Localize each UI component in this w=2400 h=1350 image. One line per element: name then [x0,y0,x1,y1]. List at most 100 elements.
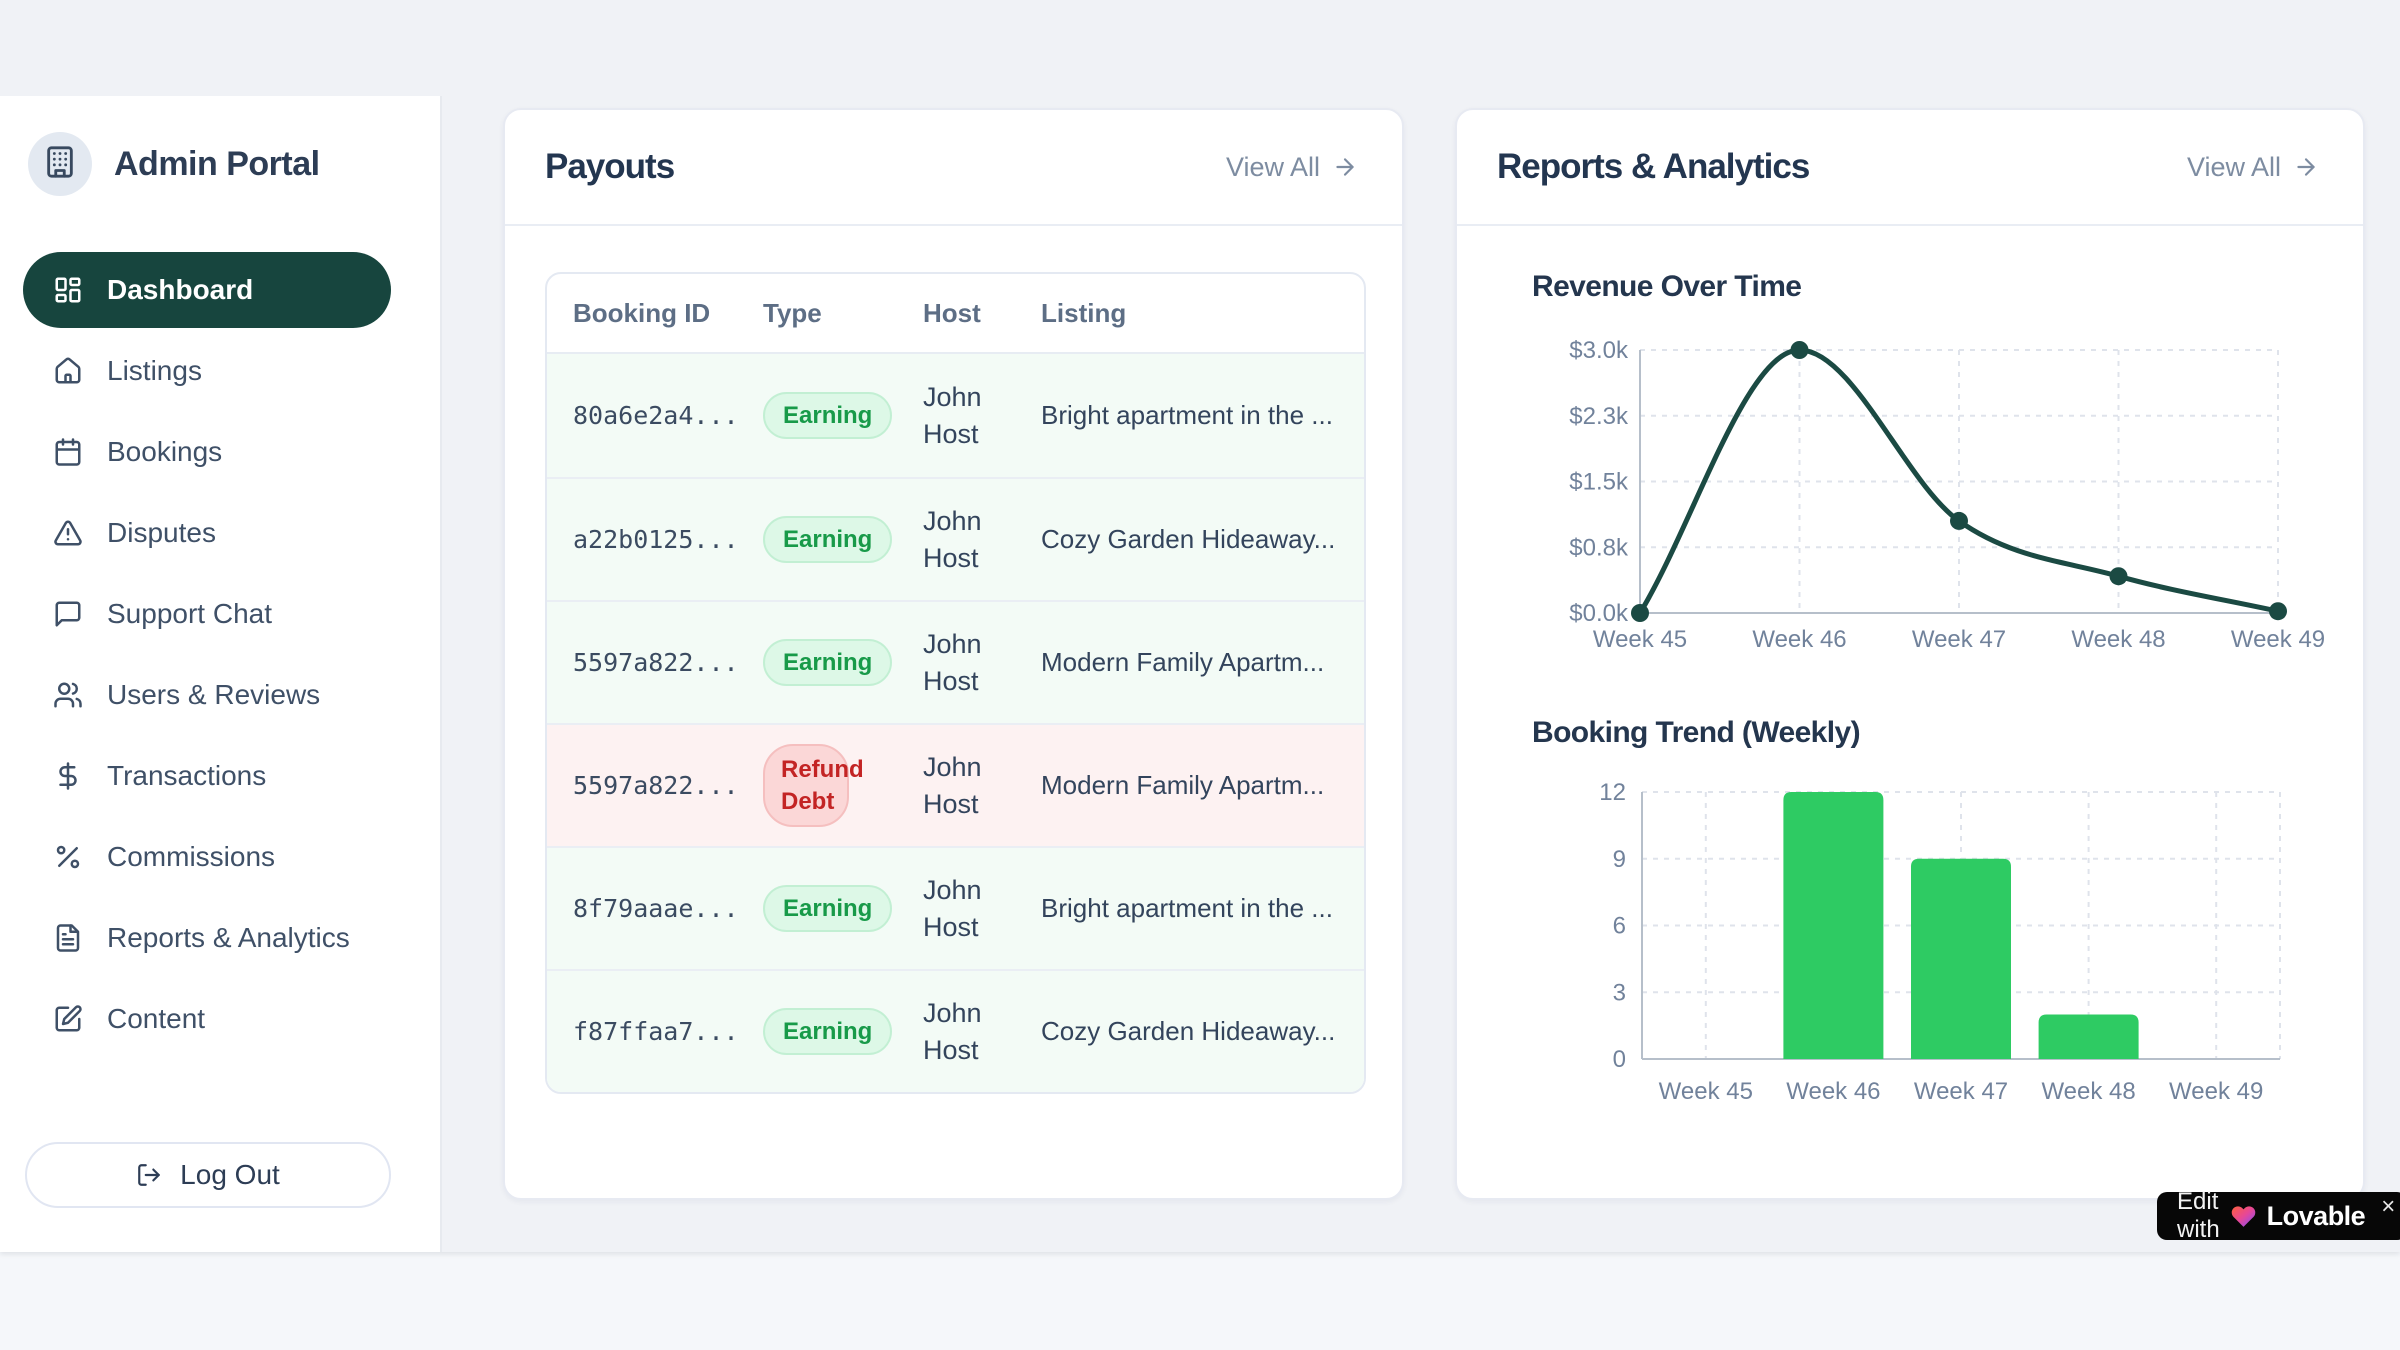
table-row[interactable]: f87ffaa7... Earning John Host Cozy Garden H… [547,969,1364,1092]
reports-title: Reports & Analytics [1497,147,1810,186]
sidebar-item-disputes[interactable]: Disputes [23,495,391,571]
listing-cell: Modern Family Apartm... [1041,770,1325,800]
sidebar: Admin Portal Dashboard Listings Bookings Di… [0,96,442,1252]
svg-text:$0.8k: $0.8k [1569,534,1629,561]
listing-cell: Modern Family Apartm... [1041,647,1325,677]
svg-text:Week 45: Week 45 [1659,1078,1753,1105]
booking-id-cell: f87ffaa7... [573,1017,739,1046]
revenue-chart-title: Revenue Over Time [1532,270,1802,303]
table-row[interactable]: 80a6e2a4... Earning John Host Bright apartm… [547,354,1364,477]
host-cell: John Host [923,506,982,573]
listing-cell: Bright apartment in the ... [1041,400,1333,430]
col-host: Host [923,297,981,328]
chat-icon [53,599,83,629]
sidebar-item-label: Reports & Analytics [107,922,350,953]
app-title: Admin Portal [114,144,320,183]
sidebar-item-bookings[interactable]: Bookings [23,414,391,490]
type-cell: Earning [763,638,923,687]
col-type: Type [763,297,822,328]
listing-cell: Bright apartment in the ... [1041,893,1333,923]
sidebar-item-label: Users & Reviews [107,679,321,710]
booking-id-cell: a22b0125... [573,525,739,554]
host-cell: John Host [923,382,982,449]
percent-icon [53,842,83,872]
svg-text:$3.0k: $3.0k [1569,337,1629,364]
svg-text:Week 49: Week 49 [2231,626,2325,653]
svg-text:$1.5k: $1.5k [1569,469,1629,496]
calendar-icon [53,437,83,467]
booking-id-cell: 5597a822... [573,648,739,677]
sidebar-item-label: Bookings [107,436,223,467]
file-edit-icon [53,1004,83,1034]
col-listing: Listing [1041,297,1127,328]
sidebar-item-label: Disputes [107,517,216,548]
sidebar-item-listings[interactable]: Listings [23,333,391,409]
svg-text:Week 46: Week 46 [1752,626,1846,653]
payouts-table: Booking ID Type Host Listing 80a6e2a4...… [545,272,1366,1094]
lovable-badge[interactable]: Edit with Lovable × [2157,1188,2400,1243]
type-cell: Earning [763,391,923,440]
reports-view-all-link[interactable]: View All [2187,152,2319,183]
sidebar-item-commissions[interactable]: Commissions [23,819,391,895]
payouts-header: Payouts View All [505,110,1402,226]
arrow-right-icon [2293,154,2319,180]
svg-text:$2.3k: $2.3k [1569,403,1629,430]
svg-text:Week 49: Week 49 [2169,1078,2263,1105]
sidebar-item-label: Commissions [107,841,276,872]
table-body: 80a6e2a4... Earning John Host Bright apartm… [547,354,1364,1092]
host-cell: John Host [923,875,982,942]
dollar-icon [53,761,83,791]
svg-text:9: 9 [1613,846,1626,873]
users-icon [53,680,83,710]
svg-text:Week 48: Week 48 [2071,626,2165,653]
alert-triangle-icon [53,518,83,548]
close-icon[interactable]: × [2381,1193,2396,1220]
booking-id-cell: 80a6e2a4... [573,401,739,430]
table-header-row: Booking ID Type Host Listing [547,274,1364,354]
col-booking-id: Booking ID [573,297,711,328]
payouts-title: Payouts [545,147,675,186]
arrow-right-icon [1332,154,1358,180]
status-badge: Earning [763,1007,893,1056]
table-row[interactable]: 8f79aaae... Earning John Host Bright apartm… [547,846,1364,969]
sidebar-item-label: Dashboard [107,274,254,305]
sidebar-item-dashboard[interactable]: Dashboard [23,252,391,328]
sidebar-item-content[interactable]: Content [23,981,391,1057]
sidebar-item-support-chat[interactable]: Support Chat [23,576,391,652]
home-icon [53,356,83,386]
sidebar-nav: Dashboard Listings Bookings Disputes Support… [23,252,391,1062]
svg-text:Week 48: Week 48 [2041,1078,2135,1105]
sidebar-item-transactions[interactable]: Transactions [23,738,391,814]
svg-text:6: 6 [1613,913,1626,940]
svg-text:Week 47: Week 47 [1912,626,2006,653]
type-cell: Earning [763,515,923,564]
status-badge: Earning [763,391,893,440]
lovable-brand: Lovable [2266,1200,2366,1231]
sidebar-item-users-reviews[interactable]: Users & Reviews [23,657,391,733]
logout-label: Log Out [180,1159,280,1190]
host-cell: John Host [923,998,982,1065]
table-row[interactable]: a22b0125... Earning John Host Cozy Garden H… [547,477,1364,600]
payouts-card: Payouts View All Booking ID Type Host Li… [503,108,1404,1200]
building-icon [43,145,77,184]
table-row[interactable]: 5597a822... Refund Debt John Host Modern Fa… [547,723,1364,846]
revenue-line-chart: $3.0k $2.3k $1.5k $0.8k $0.0k Week 45 Week 46 W… [1502,324,2362,654]
payouts-view-all-link[interactable]: View All [1226,152,1358,183]
type-cell: Refund Debt [763,744,923,827]
table-row[interactable]: 5597a822... Earning John Host Modern Family… [547,600,1364,723]
booking-bar-chart: 0 3 6 9 12 Week 45 Week 46 Week 47 Week 48 Week 4… [1502,770,2362,1110]
status-badge: Earning [763,515,893,564]
svg-text:12: 12 [1599,779,1626,806]
logout-button[interactable]: Log Out [25,1142,391,1208]
status-badge: Refund Debt [763,744,864,827]
sidebar-item-reports-analytics[interactable]: Reports & Analytics [23,900,391,976]
host-cell: John Host [923,752,982,819]
svg-text:Week 45: Week 45 [1593,626,1687,653]
svg-text:$0.0k: $0.0k [1569,600,1629,627]
svg-text:3: 3 [1613,979,1626,1006]
booking-id-cell: 5597a822... [573,771,739,800]
type-cell: Earning [763,884,923,933]
svg-text:0: 0 [1613,1046,1626,1073]
heart-icon [2230,1203,2257,1230]
